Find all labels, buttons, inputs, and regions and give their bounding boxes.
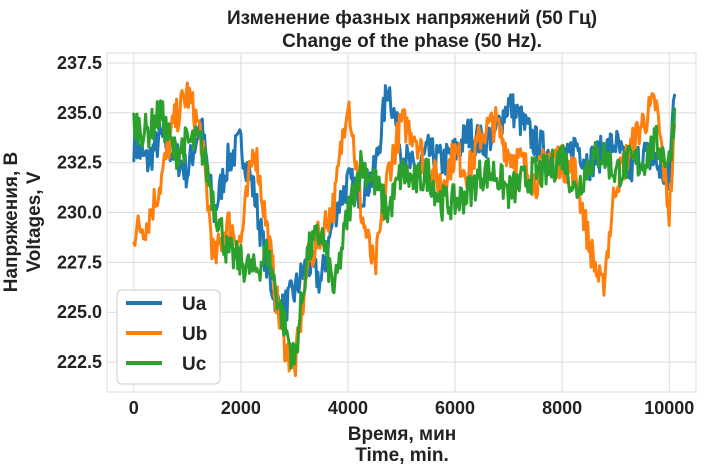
- y-tick-label: 230.0: [57, 203, 102, 223]
- series-layer: [132, 81, 677, 378]
- plot-frame: [106, 52, 697, 393]
- chart-subtitle: Change of the phase (50 Hz).: [282, 31, 542, 52]
- legend-label-uc: Uc: [182, 354, 207, 375]
- series-line-uc: [132, 99, 677, 370]
- x-axis-label: Время, мин: [348, 424, 457, 445]
- x-axis-label-en: Time, min.: [355, 445, 449, 466]
- y-tick-label: 225.0: [57, 302, 102, 322]
- tick-labels: 0 2000 4000 6000 8000 10000 222.5 225.0 227.5 230…: [57, 53, 694, 418]
- chart-title: Изменение фазных напряжений (50 Гц): [227, 8, 597, 29]
- x-tick-label: 10000: [644, 398, 694, 418]
- legend: Ua Ub Uc: [116, 289, 221, 385]
- x-tick-label: 0: [129, 398, 139, 418]
- x-tick-label: 4000: [328, 398, 368, 418]
- legend-box: [116, 289, 221, 385]
- y-axis-label: Напряжения, В: [1, 152, 22, 293]
- legend-label-ub: Ub: [182, 324, 207, 345]
- y-axis-label-en: Voltages, V: [24, 171, 45, 272]
- x-tick-label: 8000: [542, 398, 582, 418]
- legend-label-ua: Ua: [182, 294, 207, 315]
- y-tick-label: 222.5: [57, 352, 102, 372]
- y-tick-label: 232.5: [57, 153, 102, 173]
- y-tick-label: 227.5: [57, 252, 102, 272]
- x-tick-label: 6000: [435, 398, 475, 418]
- x-tick-label: 2000: [221, 398, 261, 418]
- y-tick-label: 237.5: [57, 53, 102, 73]
- y-tick-label: 235.0: [57, 103, 102, 123]
- series-line-ub: [132, 81, 677, 378]
